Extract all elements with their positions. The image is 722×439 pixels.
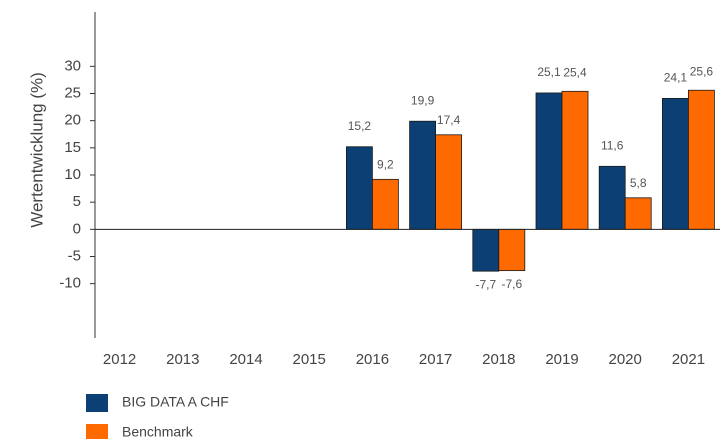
bar (498, 228, 526, 272)
value-label: 9,2 (377, 158, 394, 172)
bar (409, 120, 437, 230)
bar (371, 178, 399, 230)
y-tick-label: 30 (64, 57, 81, 74)
x-tick-label: 2016 (356, 351, 389, 368)
bar (535, 92, 563, 230)
bar (435, 134, 463, 230)
value-label: -7,6 (501, 277, 522, 291)
y-tick-label: -5 (68, 247, 81, 264)
y-tick-label: 25 (64, 84, 81, 101)
y-tick-label: 5 (73, 193, 81, 210)
x-tick-label: 2018 (482, 351, 515, 368)
bar (561, 90, 589, 230)
x-tick-label: 2014 (229, 351, 262, 368)
value-label: 17,4 (437, 113, 461, 127)
bar (624, 197, 652, 230)
y-tick-label: 10 (64, 166, 81, 183)
legend-label: Benchmark (122, 424, 194, 439)
x-tick-label: 2019 (545, 351, 578, 368)
y-tick-label: -10 (59, 275, 81, 292)
bar (345, 146, 373, 230)
bar (688, 89, 715, 230)
value-label: 11,6 (601, 138, 624, 152)
value-label: 25,1 (537, 65, 561, 79)
legend-swatch (86, 424, 108, 439)
value-label: 5,8 (630, 176, 647, 190)
bar (472, 228, 500, 272)
y-tick-label: 20 (64, 112, 81, 129)
value-label: 25,4 (563, 65, 587, 79)
value-label: 19,9 (411, 93, 435, 107)
value-label: 24,1 (664, 71, 688, 85)
value-label: -7,7 (475, 277, 496, 291)
value-label: 25,6 (690, 64, 714, 78)
bar (598, 165, 626, 230)
legend-swatch (86, 394, 108, 412)
legend-label: BIG DATA A CHF (122, 394, 229, 410)
y-tick-label: 0 (73, 220, 81, 237)
x-tick-label: 2012 (103, 351, 136, 368)
x-tick-label: 2021 (672, 351, 705, 368)
value-label: 15,2 (348, 119, 372, 133)
x-tick-label: 2013 (166, 351, 199, 368)
y-axis-label: Wertentwicklung (%) (27, 72, 46, 228)
x-tick-label: 2017 (419, 351, 452, 368)
x-tick-label: 2020 (609, 351, 642, 368)
bar (662, 97, 689, 230)
y-tick-label: 15 (64, 139, 81, 156)
x-tick-label: 2015 (293, 351, 326, 368)
